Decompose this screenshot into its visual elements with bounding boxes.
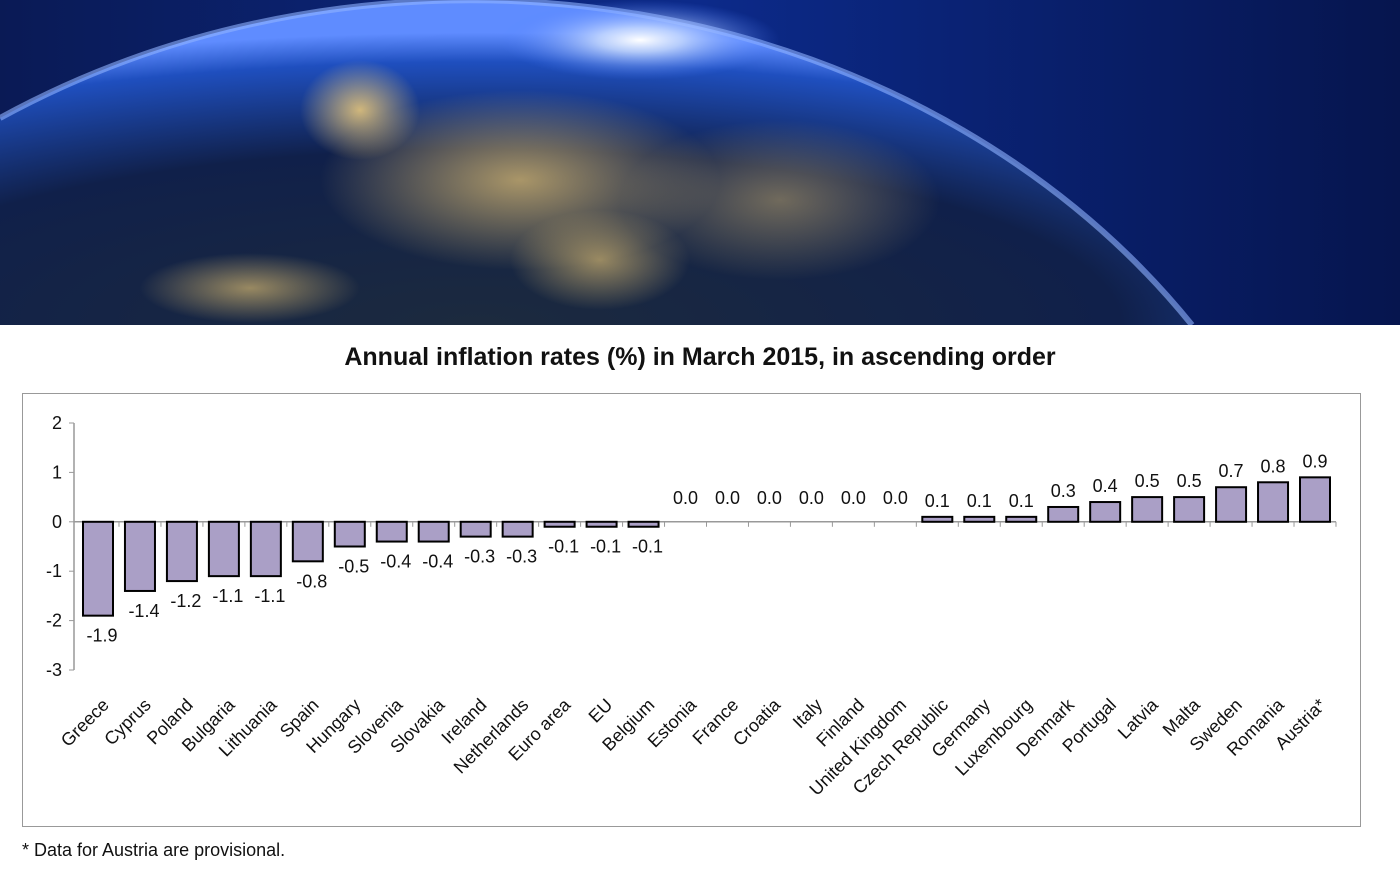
bar [501, 520, 534, 538]
data-label: -0.4 [422, 552, 453, 572]
category-label: Cyprus [100, 695, 154, 749]
bar [375, 520, 408, 543]
chart-frame: 2 1 0 -1 -2 -3 -1.9 Greece -1.4 Cyprus -1.2 Poland -… [22, 393, 1361, 827]
bar [543, 520, 576, 528]
data-label: -0.1 [548, 537, 579, 557]
bar [627, 520, 660, 528]
bar [207, 520, 240, 578]
y-tick-label: -3 [46, 660, 62, 680]
data-label: 0.4 [1093, 476, 1118, 496]
data-label: -1.1 [254, 586, 285, 606]
chart-title: Annual inflation rates (%) in March 2015… [344, 343, 1056, 371]
footnote: * Data for Austria are provisional. [22, 840, 286, 860]
data-label: -0.3 [464, 547, 495, 567]
bar [1131, 496, 1164, 523]
data-label: -0.8 [296, 571, 327, 591]
data-label: 0.1 [925, 491, 950, 511]
data-label: 0.0 [757, 488, 782, 508]
header-earth-image [0, 0, 1400, 325]
bar [1299, 476, 1331, 523]
bar [123, 520, 156, 592]
data-label: 0.0 [799, 488, 824, 508]
bar [921, 515, 954, 523]
data-label: 0.0 [673, 488, 698, 508]
data-label: 0.5 [1177, 471, 1202, 491]
bar [1215, 486, 1248, 523]
bar [459, 520, 492, 538]
data-label: 0.3 [1051, 481, 1076, 501]
data-label: 0.1 [967, 491, 992, 511]
category-label: Latvia [1114, 694, 1163, 743]
bar [1089, 501, 1122, 523]
data-label: 0.0 [715, 488, 740, 508]
data-label: 0.9 [1302, 451, 1327, 471]
data-label: -1.1 [212, 586, 243, 606]
y-tick-label: 1 [52, 462, 62, 482]
data-label: 0.0 [841, 488, 866, 508]
data-label: -0.4 [380, 552, 411, 572]
bar [417, 520, 450, 543]
data-label: -0.1 [632, 537, 663, 557]
bar [165, 520, 198, 583]
y-tick-label: 2 [52, 413, 62, 433]
data-label: 0.5 [1135, 471, 1160, 491]
data-label: 0.7 [1219, 461, 1244, 481]
bar [963, 515, 996, 523]
bar [1005, 515, 1038, 523]
y-tick-label: -1 [46, 561, 62, 581]
data-label: -0.1 [590, 537, 621, 557]
bar [291, 520, 324, 563]
bar [1047, 505, 1080, 523]
y-tick-label: -2 [46, 611, 62, 631]
bar [82, 520, 114, 617]
data-label: 0.0 [883, 488, 908, 508]
bar [333, 520, 366, 548]
category-label: Greece [57, 695, 113, 751]
bar [1173, 496, 1206, 523]
data-label: 0.8 [1261, 456, 1286, 476]
category-label: Italy [789, 695, 826, 732]
data-label: -0.3 [506, 547, 537, 567]
category-label: EU [585, 695, 617, 727]
category-label: Estonia [644, 694, 701, 751]
data-label: -1.4 [128, 601, 159, 621]
category-label: Croatia [729, 694, 785, 750]
bar [585, 520, 618, 528]
data-label: -1.9 [86, 626, 117, 646]
data-label: -1.2 [170, 591, 201, 611]
bar [249, 520, 282, 578]
bar-chart: 210-1-2-3-1.9Greece-1.4Cyprus-1.2Poland-… [46, 413, 1337, 799]
bar [1257, 481, 1290, 523]
data-label: -0.5 [338, 557, 369, 577]
y-tick-label: 0 [52, 512, 62, 532]
data-label: 0.1 [1009, 491, 1034, 511]
